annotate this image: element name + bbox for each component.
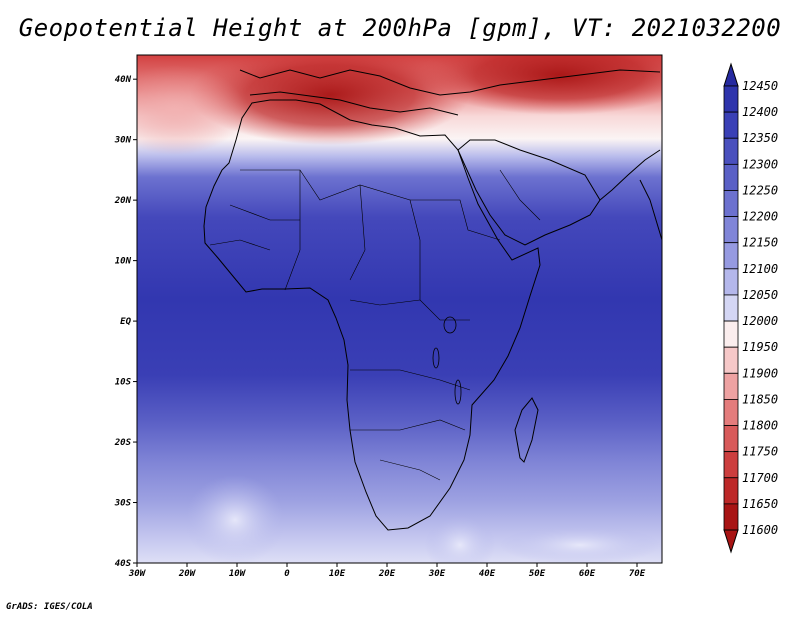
longitude-labels: 30W 20W 10W 0 10E 20E 30E 40E 50E 60E 70E	[128, 563, 646, 579]
colorbar-label: 11900	[742, 366, 778, 380]
colorbar-cell	[723, 268, 739, 296]
lat-label: 20S	[114, 438, 132, 448]
colorbar-label: 12400	[742, 105, 778, 119]
lon-label: 20W	[178, 569, 197, 579]
colorbar-cell	[723, 346, 739, 374]
lakes	[432, 316, 462, 405]
colorbar-label: 11600	[742, 523, 778, 537]
arabia	[457, 139, 601, 246]
lon-label: 30W	[128, 569, 147, 579]
shaded-field	[137, 55, 662, 563]
lon-label: 10W	[229, 569, 247, 579]
colorbar-cell	[723, 320, 739, 348]
colorbar-label: 12150	[742, 236, 778, 250]
colorbar-label: 11700	[742, 471, 778, 485]
colorbar-cell	[723, 163, 739, 191]
mediterranean	[249, 91, 459, 116]
lat-label: 20N	[114, 196, 132, 206]
colorbar: 12450 12400 12350 12300 12250 12200 12150 12100…	[723, 62, 778, 554]
colorbar-cell	[723, 503, 739, 531]
colorbar-bottom-arrow	[723, 529, 739, 554]
lon-label: 20E	[378, 569, 396, 579]
lat-label: 30S	[114, 499, 132, 509]
colorbar-cell	[723, 451, 739, 479]
colorbar-label: 12100	[742, 262, 778, 276]
colorbar-label: 11950	[742, 340, 778, 354]
lon-label: 40E	[479, 569, 496, 579]
colorbar-cell	[723, 137, 739, 165]
colorbar-cell	[723, 242, 739, 270]
colorbar-label: 11650	[742, 497, 778, 511]
lon-label: 10E	[329, 569, 346, 579]
lat-label: 40N	[115, 75, 132, 85]
colorbar-label: 11800	[742, 419, 778, 433]
grads-credit: GrADS: IGES/COLA	[6, 602, 93, 612]
colorbar-cell	[723, 85, 739, 113]
colorbar-label: 12200	[742, 210, 778, 224]
colorbar-cell	[723, 425, 739, 453]
lon-label: 0	[284, 569, 290, 579]
colorbar-cell	[723, 111, 739, 139]
colorbar-label: 12050	[742, 288, 778, 302]
map-title: Geopotential Height at 200hPa [gpm], VT:…	[18, 14, 782, 42]
lat-label: 40S	[115, 559, 132, 569]
asia-coast	[599, 149, 661, 201]
lat-label: 30N	[114, 136, 132, 146]
lon-label: 50E	[529, 569, 546, 579]
colorbar-cell	[723, 190, 739, 217]
lon-label: 30E	[428, 569, 446, 579]
colorbar-cell	[723, 399, 739, 426]
lat-label: 10S	[115, 378, 132, 388]
map-frame	[136, 54, 663, 564]
colorbar-top-arrow	[723, 62, 739, 87]
colorbar-label: 12350	[742, 131, 778, 145]
colorbar-cell	[723, 372, 739, 400]
coastlines	[203, 69, 662, 531]
colorbar-label: 11750	[742, 445, 778, 459]
madagascar	[514, 397, 539, 463]
colorbar-label: 11850	[742, 392, 778, 406]
africa-coastline	[203, 99, 541, 531]
colorbar-cell	[723, 477, 739, 505]
lon-label: 60E	[579, 569, 596, 579]
latitude-labels: 40N 30N 20N 10N EQ 10S 20S 30S 40S	[114, 75, 137, 569]
colorbar-label: 12250	[742, 183, 778, 197]
india-coast	[639, 179, 662, 241]
lon-label: 70E	[629, 569, 646, 579]
colorbar-cell	[723, 216, 739, 244]
europe	[239, 69, 661, 96]
colorbar-label: 12000	[742, 314, 778, 328]
lat-label: 10N	[115, 257, 132, 267]
colorbar-label: 12300	[742, 157, 778, 171]
colorbar-label: 12450	[742, 79, 778, 93]
lat-label: EQ	[120, 317, 131, 327]
colorbar-cell	[723, 294, 739, 322]
